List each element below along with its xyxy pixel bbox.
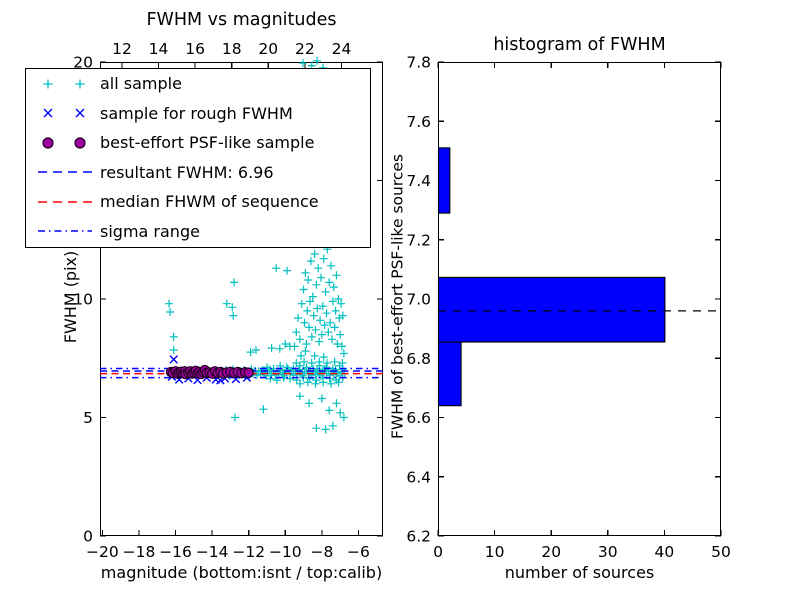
legend-item-sigma-range: sigma range: [26, 217, 370, 247]
svg-text:20: 20: [541, 543, 561, 561]
svg-text:5: 5: [83, 409, 93, 427]
svg-text:20: 20: [73, 54, 93, 72]
svg-text:7.8: 7.8: [406, 54, 431, 72]
svg-text:−20: −20: [86, 543, 119, 561]
svg-text:6.2: 6.2: [406, 528, 431, 546]
svg-text:−8: −8: [310, 543, 333, 561]
legend-item-rough-fwhm: sample for rough FWHM: [26, 99, 370, 129]
right-plot-xlabel: number of sources: [504, 563, 655, 582]
svg-text:−10: −10: [269, 543, 302, 561]
legend: all sample sample for rough FWHM best-ef…: [25, 68, 371, 248]
left-plot-xlabel: magnitude (bottom:isnt / top:calib): [100, 563, 383, 582]
svg-text:6.4: 6.4: [406, 468, 431, 486]
svg-text:−6: −6: [347, 543, 370, 561]
svg-text:0: 0: [83, 528, 93, 546]
legend-item-all-sample: all sample: [26, 69, 370, 99]
legend-label: sigma range: [100, 221, 200, 241]
legend-label: all sample: [100, 74, 182, 94]
svg-text:30: 30: [598, 543, 618, 561]
svg-text:20: 20: [258, 40, 278, 58]
svg-text:6.6: 6.6: [406, 409, 431, 427]
left-plot-ticks: −20 −18 −16 −14 −12 −10 −8 −6 12 14 16 18 20 22 24 0 5 10…: [73, 40, 383, 561]
svg-text:12: 12: [112, 40, 132, 58]
x-marker-icon: [43, 108, 85, 118]
legend-item-psf-sample: best-effort PSF-like sample: [26, 128, 370, 158]
svg-text:22: 22: [295, 40, 315, 58]
svg-text:50: 50: [711, 543, 731, 561]
svg-text:40: 40: [655, 543, 675, 561]
svg-text:10: 10: [73, 291, 93, 309]
svg-text:6.8: 6.8: [406, 350, 431, 368]
svg-text:7.0: 7.0: [406, 291, 431, 309]
legend-label: best-effort PSF-like sample: [100, 133, 315, 153]
right-plot-title: histogram of FWHM: [493, 35, 666, 55]
right-plot-ticks: 0 10 20 30 40 50 6.2 6.4 6.6 6.8 7.0 7.2 7.4 7.6 7.8: [406, 54, 731, 562]
svg-text:−18: −18: [123, 543, 156, 561]
svg-text:10: 10: [485, 543, 505, 561]
svg-text:0: 0: [433, 543, 443, 561]
legend-label: median FHWM of sequence: [100, 192, 319, 212]
legend-item-median-fwhm: median FHWM of sequence: [26, 187, 370, 217]
dashed-line-icon: [38, 171, 92, 174]
svg-text:−12: −12: [232, 543, 265, 561]
circle-marker-icon: [42, 137, 86, 149]
legend-label: resultant FWHM: 6.96: [100, 162, 274, 182]
legend-item-resultant-fwhm: resultant FWHM: 6.96: [26, 158, 370, 188]
histogram-bars: [437, 147, 666, 407]
svg-text:24: 24: [332, 40, 352, 58]
right-plot-ylabel: FWHM of best-effort PSF-like sources: [388, 154, 407, 440]
svg-text:16: 16: [185, 40, 205, 58]
svg-text:−16: −16: [159, 543, 192, 561]
svg-text:7.2: 7.2: [406, 231, 431, 249]
dashdot-line-icon: [38, 230, 92, 233]
svg-text:7.4: 7.4: [406, 172, 431, 190]
scatter-psf-like-sample: [165, 364, 254, 380]
svg-text:7.6: 7.6: [406, 113, 431, 131]
plus-marker-icon: [43, 79, 85, 89]
svg-text:14: 14: [149, 40, 169, 58]
dashed-line-icon: [38, 200, 92, 203]
legend-label: sample for rough FWHM: [100, 103, 293, 123]
svg-text:−14: −14: [196, 543, 229, 561]
svg-text:18: 18: [222, 40, 242, 58]
left-plot-title: FWHM vs magnitudes: [146, 10, 337, 30]
